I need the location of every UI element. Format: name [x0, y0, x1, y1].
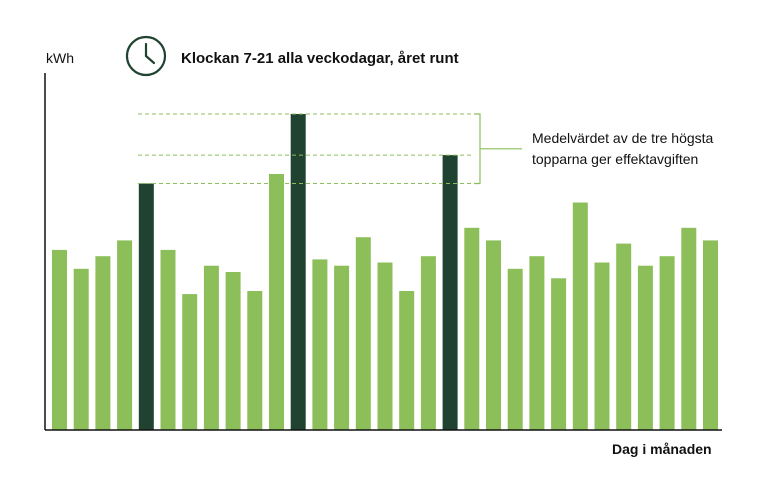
y-axis-label: kWh	[46, 50, 74, 66]
bar	[182, 294, 198, 430]
bar	[73, 268, 89, 430]
bar	[572, 202, 588, 430]
bar	[117, 240, 133, 430]
bar	[160, 249, 176, 430]
bar	[95, 256, 111, 430]
bar	[659, 256, 675, 430]
bar	[377, 262, 393, 430]
bar	[420, 256, 436, 430]
bar	[312, 259, 328, 430]
bar	[529, 256, 545, 430]
bar-peak	[290, 114, 306, 430]
bar	[551, 278, 567, 430]
bar	[203, 265, 219, 430]
bar	[486, 240, 501, 430]
clock-icon	[125, 35, 167, 77]
bar	[637, 265, 653, 430]
bar	[355, 237, 371, 430]
bar	[269, 174, 284, 430]
x-axis-label: Dag i månaden	[612, 441, 712, 457]
chart-title: Klockan 7-21 alla veckodagar, året runt	[181, 50, 459, 67]
bar	[225, 272, 241, 430]
bar-peak	[442, 155, 458, 430]
annotation-bracket	[474, 113, 522, 185]
bar	[616, 243, 632, 430]
bar	[247, 291, 263, 430]
peak-annotation: Medelvärdet av de tre högsta topparna ge…	[532, 130, 714, 167]
bar-peak	[138, 183, 154, 430]
bars-group	[52, 114, 718, 430]
bar	[681, 227, 697, 430]
bar	[507, 268, 523, 430]
bar	[594, 262, 610, 430]
bar	[703, 240, 718, 430]
bar	[464, 227, 480, 430]
bar	[399, 291, 415, 430]
bar	[334, 265, 350, 430]
bar	[52, 249, 67, 430]
peak-lines-group	[138, 113, 522, 185]
